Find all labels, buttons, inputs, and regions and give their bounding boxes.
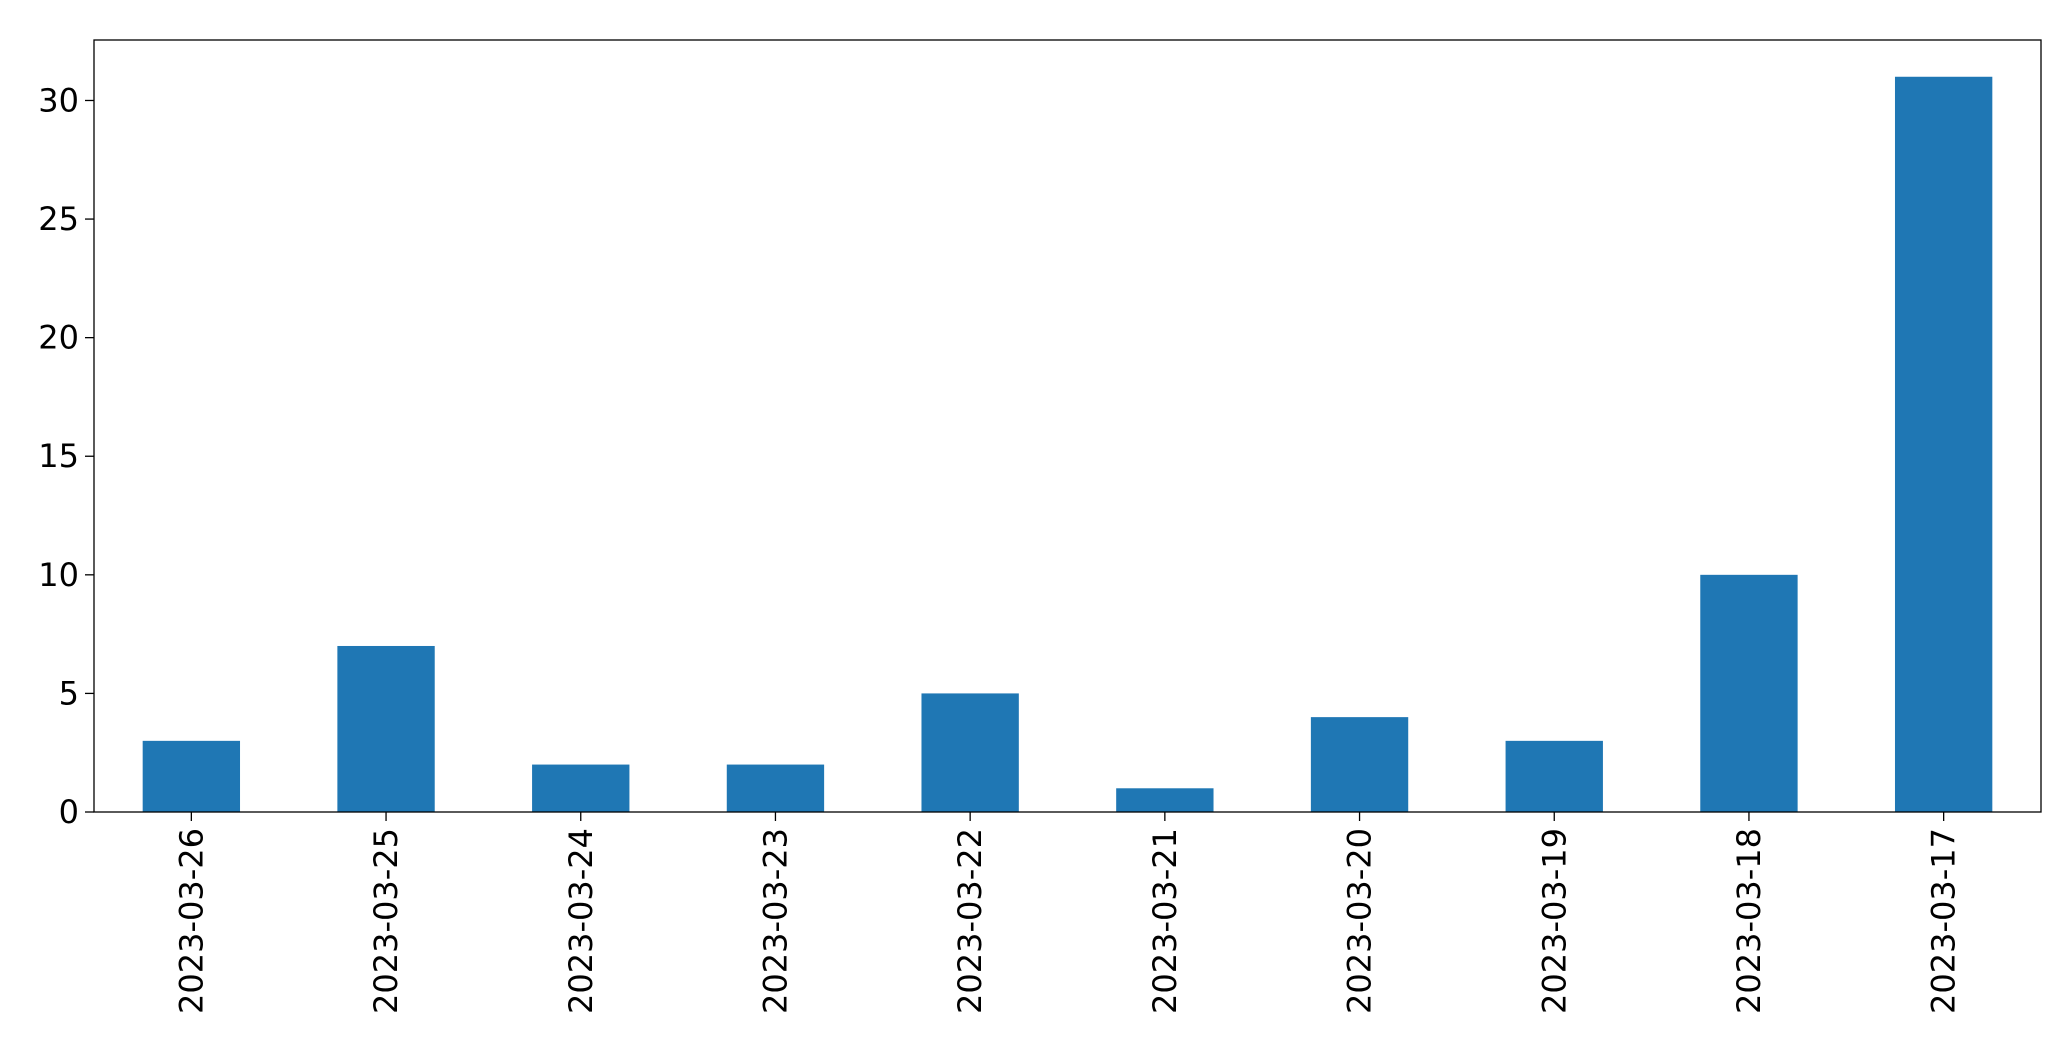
x-tick-label: 2023-03-21	[1146, 828, 1184, 1014]
y-tick-label: 0	[59, 793, 79, 831]
y-tick-label: 20	[38, 319, 79, 357]
y-tick-label: 25	[38, 200, 79, 238]
y-tick-label: 15	[38, 437, 79, 475]
x-tick-label: 2023-03-26	[172, 828, 210, 1014]
plot-frame	[93, 39, 2042, 813]
bar	[726, 764, 825, 812]
bar	[921, 693, 1019, 812]
bar	[142, 740, 241, 812]
bar	[1310, 717, 1409, 812]
x-tick-label: 2023-03-25	[367, 828, 405, 1014]
y-tick-label: 30	[38, 81, 79, 119]
x-tick-label: 2023-03-22	[951, 828, 989, 1014]
y-tick-label: 5	[59, 674, 79, 712]
x-tick-label: 2023-03-18	[1730, 828, 1768, 1014]
y-tick-label: 10	[38, 556, 79, 594]
x-tick-label: 2023-03-24	[562, 828, 600, 1014]
bar	[1894, 76, 1993, 812]
bar	[337, 645, 435, 812]
x-tick-label: 2023-03-17	[1925, 828, 1963, 1014]
x-tick-label: 2023-03-23	[756, 828, 794, 1014]
x-tick-label: 2023-03-19	[1535, 828, 1573, 1014]
bar	[1505, 740, 1603, 812]
bar	[1116, 788, 1214, 812]
bar	[1700, 574, 1798, 812]
x-tick-label: 2023-03-20	[1341, 828, 1379, 1014]
bar	[532, 764, 630, 812]
